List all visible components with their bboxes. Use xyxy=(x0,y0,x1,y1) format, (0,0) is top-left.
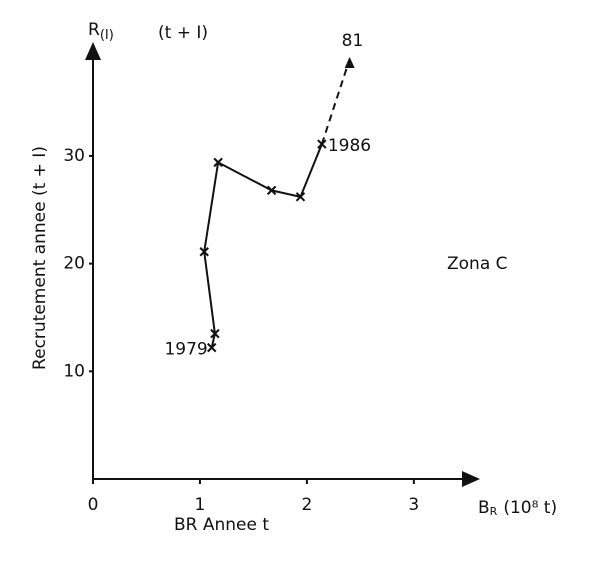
point xyxy=(344,57,355,68)
point xyxy=(266,185,277,196)
x-tick-label: 0 xyxy=(88,495,99,515)
line xyxy=(320,58,351,145)
arrow-head xyxy=(344,57,355,68)
y-tick-label: 30 xyxy=(63,146,85,166)
x-tick-label: 3 xyxy=(408,495,419,515)
x-axis-title: BR Annee t xyxy=(174,515,269,535)
x-tick-label: 1 xyxy=(195,495,206,515)
point xyxy=(210,328,220,339)
line xyxy=(203,143,323,348)
point-label: 1979 xyxy=(164,340,207,360)
y-axis-title: Recrutement annee (t + I) xyxy=(30,146,50,370)
x-tick-label: 2 xyxy=(301,495,312,515)
marker-stroke xyxy=(210,328,220,339)
point xyxy=(199,247,209,257)
y-top-label: (t + I) xyxy=(158,23,208,43)
marker-stroke xyxy=(266,185,277,196)
marker-stroke xyxy=(199,247,209,257)
annotation: Zona C xyxy=(447,254,508,274)
y-symbol: R(I) xyxy=(88,20,114,43)
marker-stroke xyxy=(295,192,306,202)
y-tick-label: 10 xyxy=(63,361,85,381)
x-symbol: BR (10⁸ t) xyxy=(478,498,557,518)
point-label: 81 xyxy=(342,31,364,51)
marker-stroke xyxy=(207,342,217,353)
point xyxy=(207,342,217,353)
point xyxy=(295,192,306,202)
point xyxy=(213,157,223,168)
y-tick-label: 20 xyxy=(63,254,85,274)
point-label: 1986 xyxy=(328,136,371,156)
marker-stroke xyxy=(213,157,223,168)
